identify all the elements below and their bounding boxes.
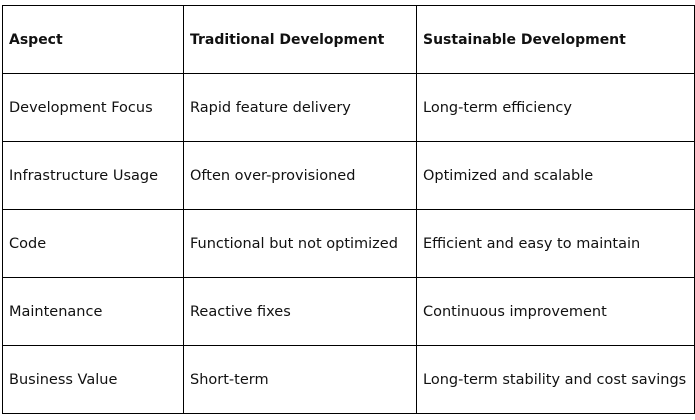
table-cell: Development Focus [2, 73, 184, 142]
header-cell: Sustainable Development [416, 5, 695, 74]
table-row: Development Focus Rapid feature delivery L… [2, 73, 695, 142]
table-row: Business Value Short-term Long-term stabil… [2, 345, 695, 414]
table-cell: Efficient and easy to maintain [416, 209, 695, 278]
comparison-table: Aspect Traditional Development Sustainable… [2, 5, 695, 414]
header-cell: Aspect [2, 5, 184, 74]
header-row: Aspect Traditional Development Sustainable… [2, 5, 695, 74]
table-cell: Maintenance [2, 277, 184, 346]
table-row: Code Functional but not optimized Efficien… [2, 209, 695, 278]
table-row: Maintenance Reactive fixes Continuous impr… [2, 277, 695, 346]
table-cell: Reactive fixes [183, 277, 417, 346]
table-cell: Continuous improvement [416, 277, 695, 346]
table-cell: Often over-provisioned [183, 141, 417, 210]
table-cell: Functional but not optimized [183, 209, 417, 278]
table-row: Infrastructure Usage Often over-provision… [2, 141, 695, 210]
header-cell: Traditional Development [183, 5, 417, 74]
table-cell: Code [2, 209, 184, 278]
table-cell: Short-term [183, 345, 417, 414]
table-cell: Rapid feature delivery [183, 73, 417, 142]
table-cell: Long-term stability and cost savings [416, 345, 695, 414]
table-body: Development Focus Rapid feature delivery L… [2, 73, 695, 414]
table-cell: Long-term efficiency [416, 73, 695, 142]
table-cell: Infrastructure Usage [2, 141, 184, 210]
table-cell: Business Value [2, 345, 184, 414]
table-cell: Optimized and scalable [416, 141, 695, 210]
